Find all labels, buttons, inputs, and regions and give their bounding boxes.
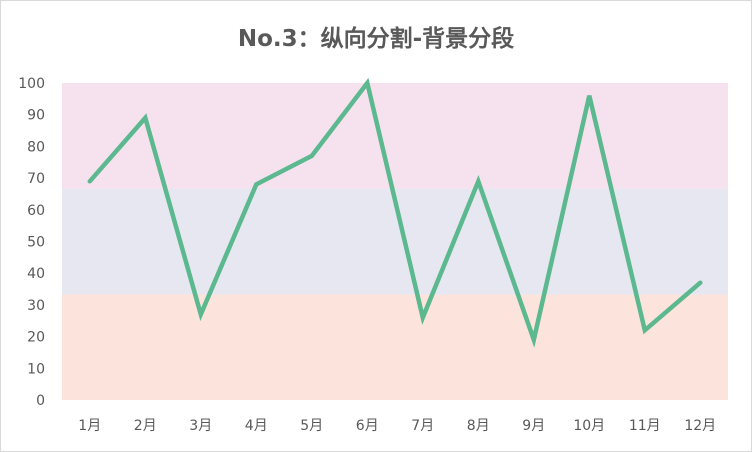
y-tick-label: 60 — [27, 203, 45, 219]
y-tick-label: 20 — [27, 330, 45, 346]
y-tick-label: 80 — [27, 139, 45, 155]
x-tick-label: 11月 — [629, 418, 661, 434]
chart-title: No.3：纵向分割-背景分段 — [237, 26, 515, 52]
x-tick-label: 2月 — [134, 418, 157, 434]
x-tick-label: 8月 — [467, 418, 490, 434]
background-band-3 — [62, 83, 728, 189]
series-line-1 — [87, 77, 703, 348]
x-tick-label: 4月 — [245, 418, 268, 434]
y-tick-label: 100 — [18, 76, 45, 92]
background-bands — [62, 83, 728, 400]
x-tick-label: 12月 — [684, 418, 716, 434]
x-tick-label: 10月 — [573, 418, 605, 434]
y-tick-label: 30 — [27, 298, 45, 314]
y-tick-label: 90 — [27, 108, 45, 124]
x-tick-label: 5月 — [300, 418, 323, 434]
background-band-1 — [62, 294, 728, 400]
x-tick-label: 3月 — [189, 418, 212, 434]
y-tick-label: 40 — [27, 266, 45, 282]
series-layer — [87, 77, 703, 348]
y-tick-label: 50 — [27, 235, 45, 251]
x-tick-label: 7月 — [411, 418, 434, 434]
y-tick-label: 70 — [27, 171, 45, 187]
y-tick-label: 0 — [36, 393, 45, 409]
x-tick-label: 9月 — [522, 418, 545, 434]
x-axis-ticks: 1月 2月 3月 4月 5月 6月 7月 8月 9月 10月 11月 12月 — [78, 418, 716, 434]
y-tick-label: 10 — [27, 361, 45, 377]
y-axis-ticks: 0 10 20 30 40 50 60 70 80 90 100 — [18, 76, 45, 409]
x-tick-label: 6月 — [356, 418, 379, 434]
x-tick-label: 1月 — [78, 418, 101, 434]
